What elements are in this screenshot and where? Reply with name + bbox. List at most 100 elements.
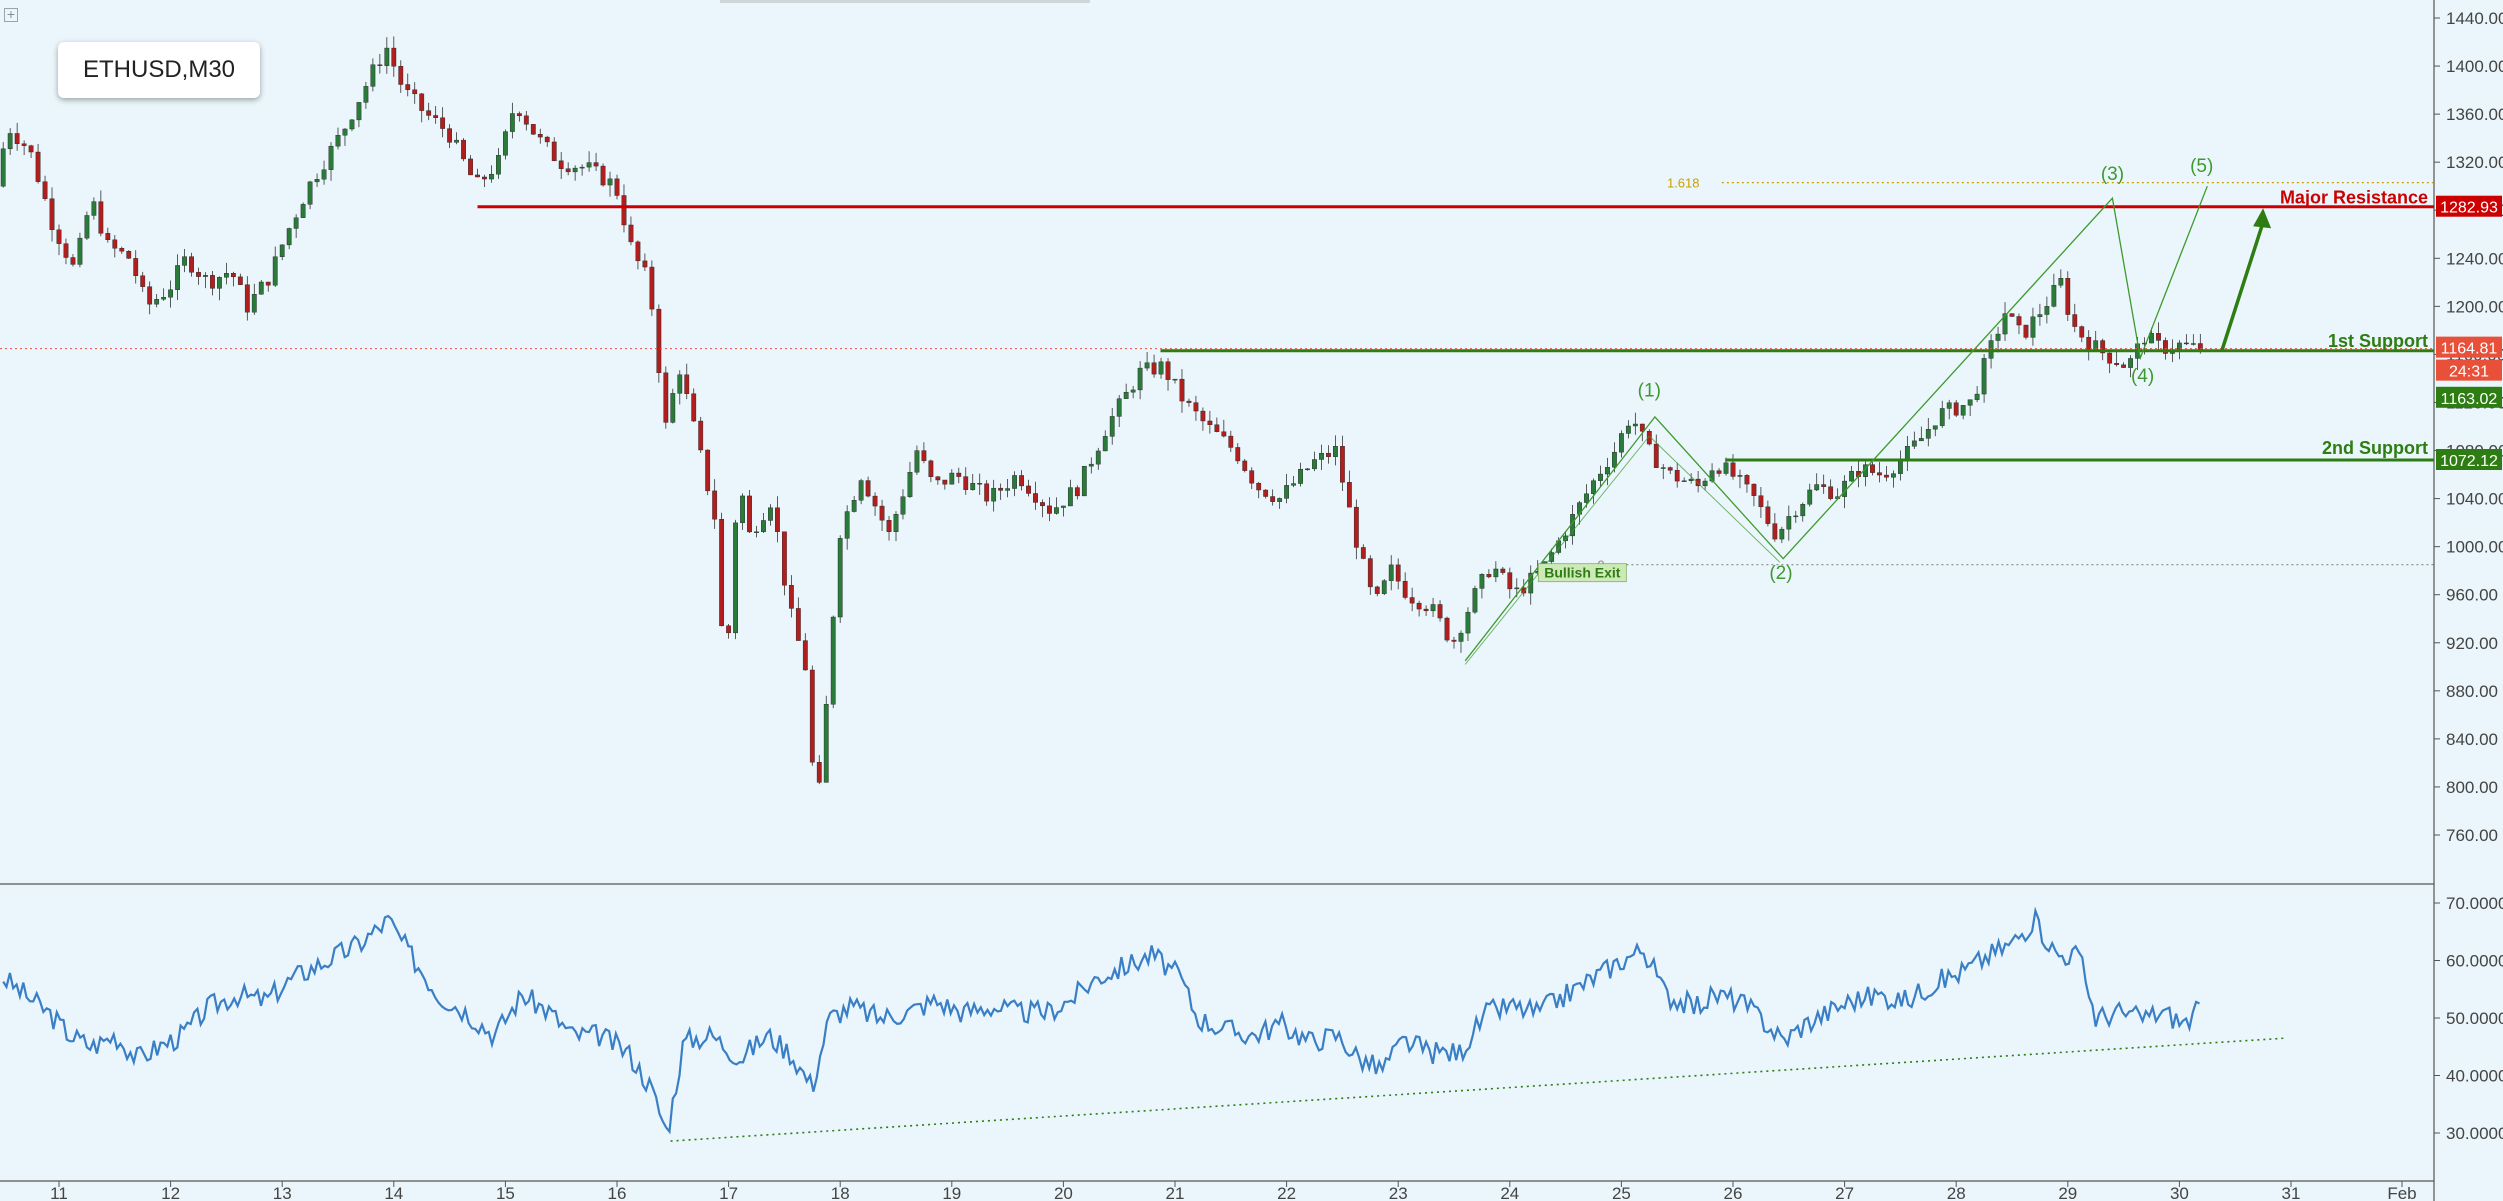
price-tick-label: 1040.00 bbox=[2446, 490, 2503, 509]
time-tick-label: 28 bbox=[1947, 1184, 1966, 1201]
candle-body bbox=[1221, 431, 1227, 437]
candle-body bbox=[398, 66, 404, 85]
candle-body bbox=[1067, 487, 1073, 507]
candle-body bbox=[1444, 617, 1450, 641]
current-price-tag-bg bbox=[2436, 336, 2502, 358]
candle-body bbox=[1284, 485, 1290, 499]
time-tick-label: 21 bbox=[1166, 1184, 1185, 1201]
rsi-tick-label: 40.0000 bbox=[2446, 1067, 2503, 1086]
candle-body bbox=[628, 224, 634, 243]
candle-body bbox=[0, 148, 6, 187]
second-support-tag-bg bbox=[2436, 448, 2502, 470]
candle-body bbox=[1465, 611, 1471, 634]
candle-body bbox=[1367, 558, 1373, 588]
candle-body bbox=[1137, 367, 1143, 391]
candle-body bbox=[489, 173, 494, 180]
candle-body bbox=[1653, 443, 1659, 468]
time-tick-label: 25 bbox=[1612, 1184, 1631, 1201]
candle-body bbox=[782, 531, 787, 586]
candle-body bbox=[747, 495, 752, 533]
wave-label: (5) bbox=[2190, 156, 2213, 177]
candle-body bbox=[2030, 316, 2036, 338]
time-tick-label: 17 bbox=[719, 1184, 738, 1201]
price-tick-label: 1320.00 bbox=[2446, 153, 2503, 172]
candle-body bbox=[565, 168, 571, 173]
candle-body bbox=[2044, 306, 2050, 315]
candle-body bbox=[258, 281, 264, 295]
major-resistance-label: Major Resistance bbox=[2280, 188, 2428, 208]
candle-body bbox=[2051, 285, 2057, 307]
candle-body bbox=[754, 531, 759, 533]
time-tick-label: 26 bbox=[1724, 1184, 1743, 1201]
candle-body bbox=[1005, 488, 1011, 491]
candle-body bbox=[314, 179, 320, 183]
candle-body bbox=[230, 273, 236, 278]
candle-body bbox=[349, 119, 355, 130]
candle-body bbox=[1437, 604, 1443, 619]
candle-body bbox=[1925, 428, 1931, 439]
candle-body bbox=[2183, 342, 2189, 345]
candle-body bbox=[928, 460, 934, 477]
candle-body bbox=[1235, 447, 1241, 462]
candle-body bbox=[1207, 420, 1213, 425]
candle-body bbox=[237, 276, 243, 285]
candle-body bbox=[154, 299, 160, 305]
candle-body bbox=[558, 160, 564, 169]
candle-body bbox=[377, 64, 383, 66]
candle-body bbox=[300, 204, 306, 218]
candle-body bbox=[454, 139, 459, 143]
candle-body bbox=[1974, 393, 1980, 400]
candle-body bbox=[1339, 446, 1345, 483]
candle-body bbox=[147, 286, 153, 305]
candle-body bbox=[579, 166, 585, 169]
price-tick-label: 1360.00 bbox=[2446, 105, 2503, 124]
candle-body bbox=[1193, 402, 1199, 412]
candle-body bbox=[1270, 496, 1276, 502]
candle-body bbox=[2037, 314, 2043, 318]
candle-body bbox=[1493, 568, 1499, 578]
price-tick-label: 1400.00 bbox=[2446, 57, 2503, 76]
candlestick-series bbox=[0, 36, 2203, 785]
price-tick-label: 840.00 bbox=[2446, 730, 2498, 749]
candle-body bbox=[1130, 389, 1136, 393]
price-tick-label: 1000.00 bbox=[2446, 538, 2503, 557]
candle-body bbox=[426, 110, 432, 116]
candle-body bbox=[1326, 452, 1331, 457]
candle-body bbox=[649, 266, 655, 310]
candle-body bbox=[1012, 475, 1017, 489]
candle-body bbox=[468, 158, 473, 176]
time-tick-label: 20 bbox=[1054, 1184, 1073, 1201]
symbol-label: ETHUSD,M30 bbox=[58, 42, 260, 98]
candle-body bbox=[1730, 462, 1736, 477]
candle-body bbox=[98, 201, 104, 234]
countdown-tag-bg bbox=[2436, 359, 2502, 381]
candle-body bbox=[293, 217, 299, 229]
expand-icon[interactable]: + bbox=[4, 8, 18, 22]
candle-body bbox=[1430, 604, 1436, 612]
candle-body bbox=[265, 281, 271, 286]
candle-body bbox=[1995, 333, 2001, 341]
candle-body bbox=[2072, 314, 2078, 327]
candle-body bbox=[802, 640, 808, 671]
second-support-label: 2nd Support bbox=[2322, 438, 2428, 458]
candle-body bbox=[1054, 507, 1059, 514]
candle-body bbox=[1500, 568, 1506, 573]
rsi-series bbox=[2, 906, 2200, 1135]
top-tab[interactable] bbox=[720, 0, 1090, 3]
candle-body bbox=[1242, 460, 1248, 471]
candle-body bbox=[1960, 405, 1966, 416]
candle-body bbox=[182, 256, 187, 266]
candle-body bbox=[586, 162, 592, 168]
candle-body bbox=[1793, 515, 1799, 518]
candle-body bbox=[321, 169, 327, 180]
candle-body bbox=[1751, 483, 1757, 496]
candle-body bbox=[1144, 362, 1150, 369]
candle-body bbox=[503, 131, 508, 156]
candle-body bbox=[2128, 358, 2133, 368]
time-tick-label: 16 bbox=[608, 1184, 627, 1201]
candle-body bbox=[1179, 378, 1185, 402]
candle-body bbox=[1458, 632, 1464, 642]
candle-body bbox=[272, 256, 278, 286]
candle-body bbox=[816, 762, 822, 783]
